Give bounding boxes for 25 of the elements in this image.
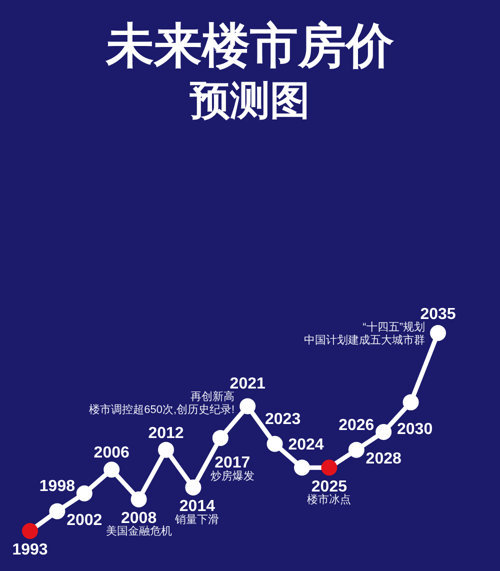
- category-label: 2035: [420, 306, 456, 323]
- category-label: 2026: [338, 416, 374, 434]
- category-label: 2002: [66, 512, 102, 530]
- category-label: 2023: [265, 410, 301, 428]
- category-label: 2024: [288, 436, 324, 454]
- annotation: “十四五”规划: [362, 322, 425, 334]
- category-label: 2028: [366, 450, 402, 468]
- category-label: 2008: [121, 510, 157, 527]
- annotation: 中国计划建成五大城市群: [304, 334, 425, 347]
- category-label: 1998: [39, 478, 75, 496]
- annotation: 楼市调控超650次,创历史纪录!: [89, 404, 235, 416]
- category-label: 1993: [12, 542, 48, 559]
- category-label: 2014: [179, 498, 215, 516]
- category-label: 2021: [230, 375, 266, 392]
- subtitle: 预测图: [190, 79, 310, 123]
- category-label: 2025: [311, 478, 347, 496]
- annotation: 美国金融危机: [106, 526, 172, 538]
- category-label: 2030: [397, 420, 433, 438]
- annotation: 楼市冰点: [307, 494, 352, 506]
- title: 未来楼市房价: [106, 20, 394, 73]
- category-label: 2012: [148, 424, 184, 442]
- annotation: 炒房爆发: [210, 470, 254, 482]
- annotation: 销量下滑: [175, 514, 220, 526]
- annotation: 再创新高: [190, 390, 235, 403]
- category-label: 2006: [94, 444, 130, 462]
